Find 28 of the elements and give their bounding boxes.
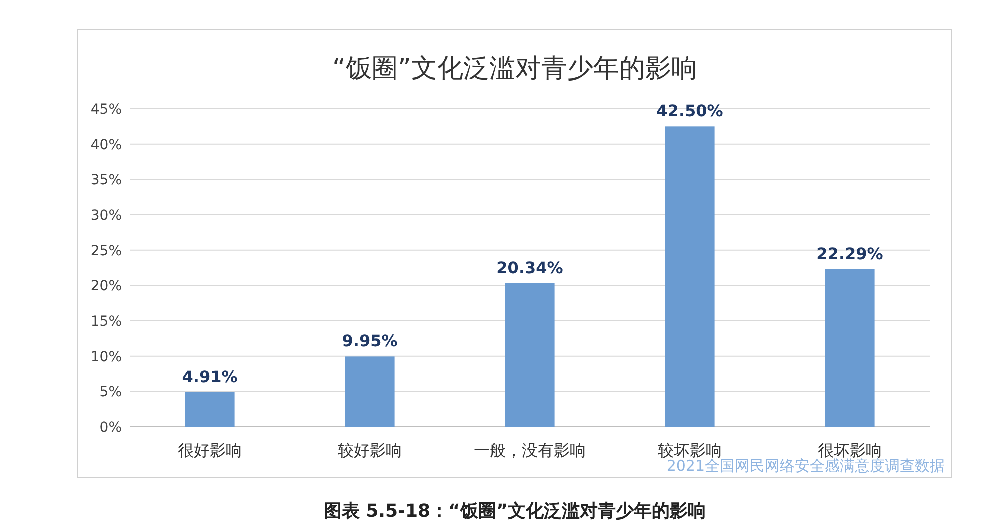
x-tick-label: 较坏影响 [658,441,722,460]
bar [505,283,555,427]
y-tick-label: 0% [100,420,122,436]
bar [185,392,235,427]
data-label: 9.95% [342,332,398,351]
y-tick-label: 20% [90,278,122,295]
x-tick-label: 很好影响 [178,441,242,460]
text: 2021全国网民网络安全感满意度调查数据 [666,457,945,475]
y-tick-label: 35% [90,172,122,189]
bar [345,356,395,427]
data-label: 20.34% [496,258,564,278]
data-label: 42.50% [656,102,724,121]
data-label: 4.91% [182,367,238,386]
y-tick-label: 10% [90,349,122,366]
chart-title: “饭圈”文化泛滥对青少年的影响 [332,54,698,84]
y-tick-label: 15% [90,314,122,330]
x-tick-label: 较好影响 [338,441,402,460]
y-tick-label: 30% [90,208,122,224]
bar [825,269,875,427]
data-label: 22.29% [816,244,884,264]
y-tick-label: 25% [90,243,122,260]
y-tick-label: 40% [90,137,122,154]
y-tick-label: 45% [90,102,122,118]
x-tick-label: 很坏影响 [818,441,882,460]
y-tick-label: 5% [100,384,122,401]
bar [665,126,715,427]
text: 图表 5.5-18：“饭圈”文化泛滥对青少年的影响 [324,501,706,522]
x-tick-label: 一般，没有影响 [474,441,586,460]
